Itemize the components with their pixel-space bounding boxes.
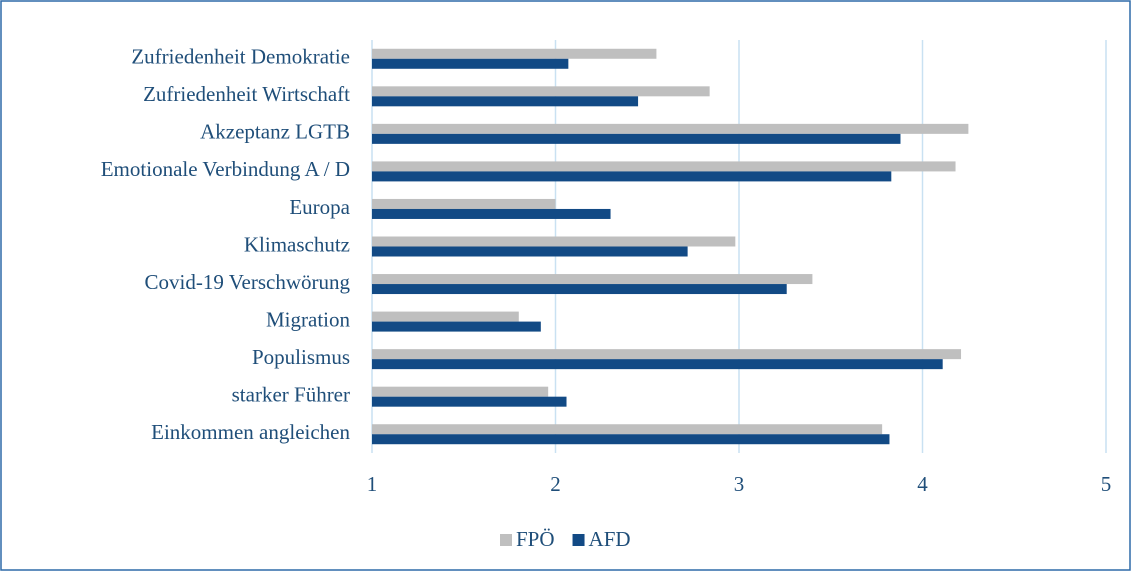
bar [372,48,657,59]
x-tick-label: 2 [550,472,561,496]
y-tick-label: Einkommen angleichen [151,420,350,444]
y-tick-label: Akzeptanz LGTB [200,120,350,144]
x-tick-label: 1 [367,472,378,496]
bar [372,434,890,445]
bar [372,161,956,172]
bar [372,321,541,332]
legend-label: AFD [589,527,631,551]
bar [372,359,943,370]
y-tick-label: Migration [266,307,350,331]
bar [372,424,883,435]
bar [372,171,892,182]
y-tick-label: Zufriedenheit Wirtschaft [143,82,350,106]
bar [372,58,569,69]
bar [372,236,736,247]
bar [372,386,549,397]
x-tick-label: 3 [734,472,745,496]
y-tick-label: Klimaschutz [244,232,350,256]
x-tick-label: 5 [1101,472,1112,496]
bar [372,311,519,322]
bar [372,86,710,97]
y-tick-label: Zufriedenheit Demokratie [131,45,350,69]
x-tick-label: 4 [917,472,928,496]
y-tick-label: Covid-19 Verschwörung [144,270,350,294]
bar [372,133,901,144]
bar [372,198,556,209]
bar [372,96,639,107]
y-tick-label: Emotionale Verbindung A / D [101,157,350,181]
bar [372,396,567,407]
bar [372,349,962,360]
y-tick-label: starker Führer [232,382,350,406]
legend-label: FPÖ [516,527,555,551]
bar [372,246,688,257]
legend-swatch [572,534,585,546]
bar [372,208,611,219]
bar [372,274,813,285]
legend-swatch [500,534,512,546]
bar [372,284,787,295]
y-tick-label: Populismus [252,345,350,369]
y-tick-label: Europa [289,195,350,219]
bar [372,123,969,134]
